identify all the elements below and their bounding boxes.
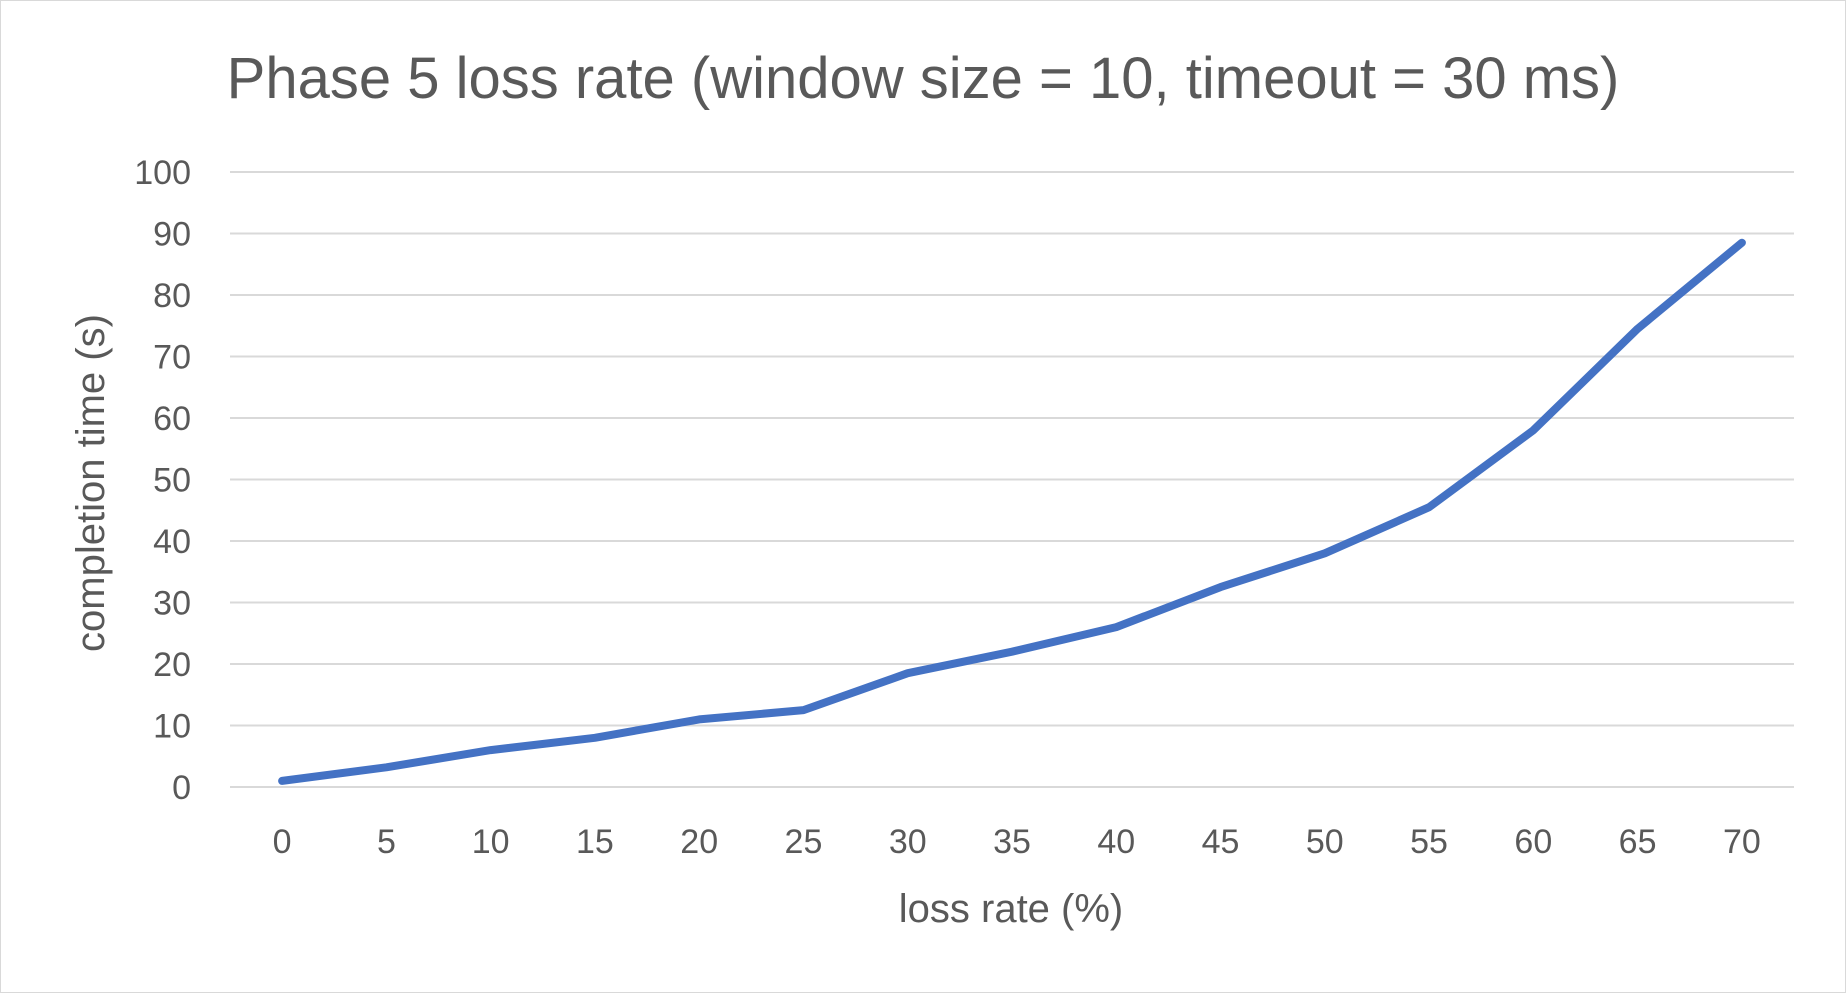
y-tick-label: 50 (153, 462, 191, 500)
gridlines (230, 172, 1794, 787)
chart-title: Phase 5 loss rate (window size = 10, tim… (227, 46, 1620, 111)
x-tick-label: 0 (273, 823, 292, 861)
x-tick-label: 55 (1410, 823, 1448, 861)
x-tick-label: 70 (1723, 823, 1761, 861)
y-axis-tick-labels: 0 10 20 30 40 50 60 70 80 90 100 (134, 154, 191, 807)
y-tick-label: 100 (134, 154, 191, 192)
x-tick-label: 50 (1306, 823, 1344, 861)
series-line (282, 243, 1742, 781)
x-axis-title: loss rate (%) (899, 887, 1124, 931)
y-tick-label: 0 (172, 769, 191, 807)
y-tick-label: 40 (153, 523, 191, 561)
y-axis-title: completion time (s) (69, 314, 113, 652)
x-tick-label: 25 (785, 823, 823, 861)
x-tick-label: 10 (472, 823, 510, 861)
series-group (282, 243, 1742, 781)
x-tick-label: 15 (576, 823, 614, 861)
x-tick-label: 30 (889, 823, 927, 861)
y-tick-label: 30 (153, 585, 191, 623)
x-tick-label: 60 (1514, 823, 1552, 861)
x-tick-label: 5 (377, 823, 396, 861)
y-tick-label: 20 (153, 646, 191, 684)
x-tick-label: 40 (1097, 823, 1135, 861)
x-tick-label: 45 (1202, 823, 1240, 861)
y-tick-label: 10 (153, 708, 191, 746)
x-axis-tick-labels: 0 5 10 15 20 25 30 35 40 45 50 55 60 65 70 (273, 823, 1761, 861)
x-tick-label: 20 (680, 823, 718, 861)
y-tick-label: 60 (153, 400, 191, 438)
x-tick-label: 35 (993, 823, 1031, 861)
y-tick-label: 80 (153, 277, 191, 315)
x-tick-label: 65 (1619, 823, 1657, 861)
y-tick-label: 70 (153, 339, 191, 377)
y-tick-label: 90 (153, 216, 191, 254)
